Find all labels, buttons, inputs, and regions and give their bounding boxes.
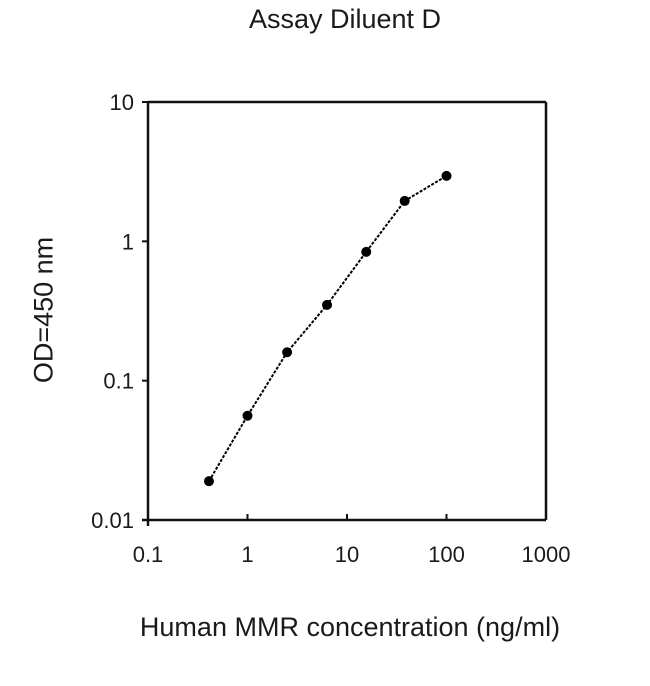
x-tick-label: 1	[241, 542, 253, 567]
x-axis-ticks: 0.1 1 10 100 1000	[133, 514, 571, 567]
series-line	[208, 175, 448, 482]
plot-frame	[142, 100, 548, 526]
x-axis-label: Human MMR concentration (ng/ml)	[139, 612, 561, 642]
chart-title: Assay Diluent D	[248, 4, 442, 34]
data-point-marker	[282, 347, 293, 358]
y-tick-label: 0.1	[103, 369, 134, 394]
y-tick-label: 1	[122, 229, 134, 254]
data-point-marker	[242, 410, 253, 421]
data-point-marker	[203, 476, 214, 487]
data-point-marker	[361, 246, 372, 257]
x-tick-label: 0.1	[133, 542, 164, 567]
data-point-marker	[441, 170, 452, 181]
data-series	[203, 170, 452, 487]
x-tick-label: 100	[428, 542, 465, 567]
x-tick-label: 1000	[522, 542, 571, 567]
y-tick-label: 10	[110, 90, 134, 115]
data-point-marker	[322, 299, 333, 310]
data-point-marker	[399, 195, 410, 206]
y-tick-label: 0.01	[91, 508, 134, 533]
x-tick-label: 10	[335, 542, 359, 567]
y-axis-ticks: 0.01 0.1 1 10	[91, 90, 148, 533]
